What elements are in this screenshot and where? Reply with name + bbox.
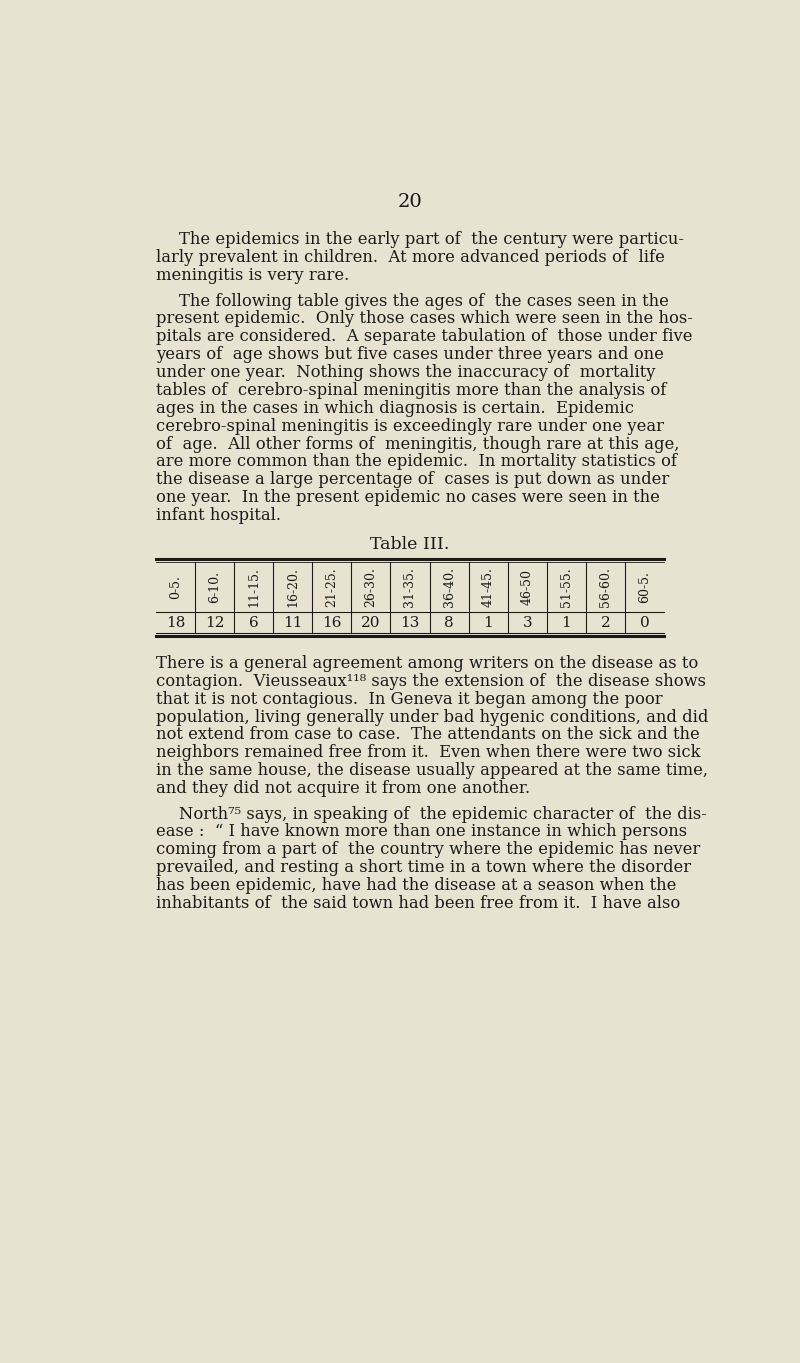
Text: years of  age shows but five cases under three years and one: years of age shows but five cases under … xyxy=(156,346,664,363)
Text: prevailed, and resting a short time in a town where the disorder: prevailed, and resting a short time in a… xyxy=(156,859,691,876)
Text: are more common than the epidemic.  In mortality statistics of: are more common than the epidemic. In mo… xyxy=(156,454,677,470)
Text: inhabitants of  the said town had been free from it.  I have also: inhabitants of the said town had been fr… xyxy=(156,895,680,912)
Text: cerebro-spinal meningitis is exceedingly rare under one year: cerebro-spinal meningitis is exceedingly… xyxy=(156,417,664,435)
Text: has been epidemic, have had the disease at a season when the: has been epidemic, have had the disease … xyxy=(156,876,676,894)
Text: 13: 13 xyxy=(400,616,420,630)
Text: one year.  In the present epidemic no cases were seen in the: one year. In the present epidemic no cas… xyxy=(156,489,660,506)
Text: Table III.: Table III. xyxy=(370,537,450,553)
Text: 56-60.: 56-60. xyxy=(599,567,612,607)
Text: under one year.  Nothing shows the inaccuracy of  mortality: under one year. Nothing shows the inaccu… xyxy=(156,364,655,382)
Text: 12: 12 xyxy=(205,616,224,630)
Text: 41-45.: 41-45. xyxy=(482,567,494,607)
Text: neighbors remained free from it.  Even when there were two sick: neighbors remained free from it. Even wh… xyxy=(156,744,701,762)
Text: 16-20.: 16-20. xyxy=(286,567,299,607)
Text: 6: 6 xyxy=(249,616,258,630)
Text: population, living generally under bad hygenic conditions, and did: population, living generally under bad h… xyxy=(156,709,708,725)
Text: 21-25.: 21-25. xyxy=(326,567,338,607)
Text: in the same house, the disease usually appeared at the same time,: in the same house, the disease usually a… xyxy=(156,762,708,780)
Text: and they did not acquire it from one another.: and they did not acquire it from one ano… xyxy=(156,780,530,797)
Text: ages in the cases in which diagnosis is certain.  Epidemic: ages in the cases in which diagnosis is … xyxy=(156,399,634,417)
Text: The following table gives the ages of  the cases seen in the: The following table gives the ages of th… xyxy=(179,293,670,309)
Text: contagion.  Vieusseaux¹¹⁸ says the extension of  the disease shows: contagion. Vieusseaux¹¹⁸ says the extens… xyxy=(156,673,706,690)
Text: infant hospital.: infant hospital. xyxy=(156,507,281,523)
Text: 11-15.: 11-15. xyxy=(247,567,260,607)
Text: meningitis is very rare.: meningitis is very rare. xyxy=(156,267,349,284)
Text: the disease a large percentage of  cases is put down as under: the disease a large percentage of cases … xyxy=(156,472,669,488)
Text: 20: 20 xyxy=(398,192,422,211)
Text: 1: 1 xyxy=(483,616,493,630)
Text: North⁷⁵ says, in speaking of  the epidemic character of  the dis-: North⁷⁵ says, in speaking of the epidemi… xyxy=(179,806,707,823)
Text: 18: 18 xyxy=(166,616,185,630)
Text: coming from a part of  the country where the epidemic has never: coming from a part of the country where … xyxy=(156,841,700,859)
Text: 8: 8 xyxy=(444,616,454,630)
Text: 26-30.: 26-30. xyxy=(364,567,378,607)
Text: 6-10.: 6-10. xyxy=(208,571,221,602)
Text: There is a general agreement among writers on the disease as to: There is a general agreement among write… xyxy=(156,656,698,672)
Text: 3: 3 xyxy=(522,616,532,630)
Text: 1: 1 xyxy=(562,616,571,630)
Text: 11: 11 xyxy=(283,616,302,630)
Text: of  age.  All other forms of  meningitis, though rare at this age,: of age. All other forms of meningitis, t… xyxy=(156,436,679,453)
Text: 16: 16 xyxy=(322,616,342,630)
Text: 0-5.: 0-5. xyxy=(169,575,182,598)
Text: tables of  cerebro-spinal meningitis more than the analysis of: tables of cerebro-spinal meningitis more… xyxy=(156,382,666,399)
Text: 60-5.: 60-5. xyxy=(638,571,651,602)
Text: that it is not contagious.  In Geneva it began among the poor: that it is not contagious. In Geneva it … xyxy=(156,691,662,707)
Text: pitals are considered.  A separate tabulation of  those under five: pitals are considered. A separate tabula… xyxy=(156,328,692,345)
Text: 51-55.: 51-55. xyxy=(560,567,573,607)
Text: 20: 20 xyxy=(361,616,381,630)
Text: not extend from case to case.  The attendants on the sick and the: not extend from case to case. The attend… xyxy=(156,726,699,743)
Text: present epidemic.  Only those cases which were seen in the hos-: present epidemic. Only those cases which… xyxy=(156,311,693,327)
Text: 36-40.: 36-40. xyxy=(442,567,456,607)
Text: ease :  “ I have known more than one instance in which persons: ease : “ I have known more than one inst… xyxy=(156,823,687,841)
Text: larly prevalent in children.  At more advanced periods of  life: larly prevalent in children. At more adv… xyxy=(156,249,665,266)
Text: 46-50: 46-50 xyxy=(521,568,534,605)
Text: The epidemics in the early part of  the century were particu-: The epidemics in the early part of the c… xyxy=(179,232,684,248)
Text: 2: 2 xyxy=(601,616,610,630)
Text: 31-35.: 31-35. xyxy=(403,567,417,607)
Text: 0: 0 xyxy=(640,616,650,630)
